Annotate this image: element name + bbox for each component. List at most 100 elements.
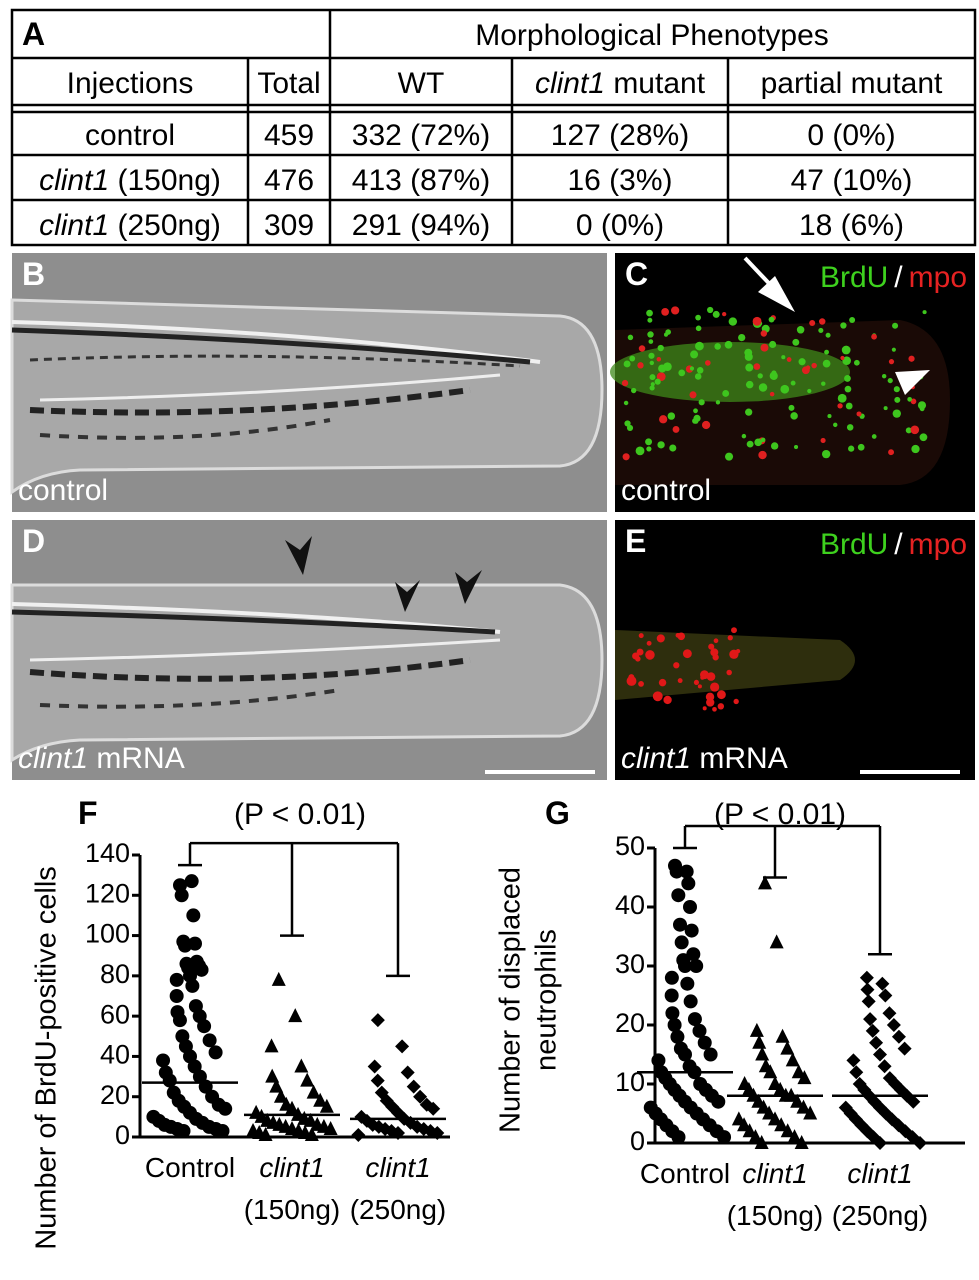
- cell-dot: [626, 424, 634, 431]
- dot: [208, 1045, 223, 1060]
- dot: [162, 1073, 177, 1088]
- dot: [787, 1129, 802, 1144]
- column-header-part: mutant: [605, 67, 706, 100]
- cell-dot: [678, 369, 686, 377]
- table-cell-italic: clint1: [39, 209, 109, 242]
- cell-dot: [844, 385, 852, 393]
- cell-dot: [733, 698, 739, 705]
- cell-dot: [726, 669, 732, 676]
- table-cell: 47 (10%): [791, 164, 913, 197]
- cell-dot: [630, 387, 637, 394]
- dot: [797, 1070, 812, 1085]
- cell-dot: [738, 333, 746, 342]
- x-tick-label-italic: clint1: [847, 1158, 912, 1189]
- y-tick-label: 40: [100, 1040, 130, 1070]
- dot: [185, 978, 200, 993]
- cell-dot: [728, 317, 738, 326]
- cell-dot: [908, 355, 915, 362]
- dot: [875, 976, 890, 991]
- column-header: Injections: [67, 67, 194, 100]
- cell-dot: [715, 400, 721, 405]
- y-tick-label: 40: [615, 890, 645, 920]
- cell-dot: [827, 414, 832, 419]
- dot: [664, 988, 679, 1003]
- cell-dot: [706, 698, 715, 707]
- table-frame: [10, 8, 977, 247]
- dot: [265, 1068, 280, 1083]
- cell-dot: [892, 322, 899, 329]
- dot: [665, 1006, 680, 1021]
- cell-dot: [650, 382, 655, 387]
- cell-dot: [638, 345, 646, 352]
- cell-dot: [919, 433, 928, 442]
- cell-dot: [892, 409, 901, 418]
- annotation: (P < 0.01): [234, 798, 366, 831]
- dot: [684, 923, 699, 938]
- cell-dot: [888, 449, 895, 456]
- cell-dot: [712, 310, 720, 318]
- cell-dot: [623, 400, 629, 406]
- x-tick-label: Control: [145, 1152, 235, 1183]
- dot: [742, 1123, 757, 1138]
- dot: [197, 1019, 212, 1034]
- table-cell: 291 (94%): [352, 209, 490, 242]
- cell-dot: [805, 365, 811, 370]
- dot: [861, 994, 876, 1009]
- dot: [711, 1094, 726, 1109]
- y-axis-title: neutrophils: [531, 929, 563, 1071]
- table-cell: 16 (3%): [567, 164, 672, 197]
- dot: [351, 1127, 366, 1142]
- cell-dot: [752, 316, 762, 326]
- cell-dot: [788, 404, 795, 411]
- cell-dot: [883, 406, 888, 411]
- cell-dot: [894, 396, 901, 403]
- cell-dot: [671, 306, 680, 315]
- cell-dot: [837, 393, 847, 403]
- dot: [697, 1035, 712, 1050]
- cell-dot: [760, 330, 768, 337]
- panel-caption-italic: clint1: [621, 742, 691, 775]
- dot: [683, 900, 697, 914]
- dot: [763, 1064, 778, 1079]
- dot: [194, 962, 209, 977]
- cell-dot: [649, 360, 655, 366]
- dot: [313, 1092, 328, 1107]
- y-tick-label: 100: [85, 919, 130, 949]
- dot: [692, 1023, 707, 1038]
- cell-dot: [905, 427, 912, 434]
- cell-dot: [677, 678, 683, 684]
- dot: [689, 959, 704, 973]
- dot: [370, 1013, 385, 1028]
- cell-dot: [753, 363, 761, 370]
- cell-dot: [724, 340, 733, 349]
- cell-dot: [672, 425, 680, 433]
- cell-dot: [796, 326, 805, 334]
- dot: [680, 976, 695, 991]
- dot: [671, 888, 686, 903]
- dot: [202, 1033, 217, 1048]
- x-tick-label: clint1 (250ng): [350, 1152, 447, 1225]
- y-axis-title: Number of displaced: [495, 867, 527, 1133]
- cell-dot: [669, 444, 677, 452]
- panel-caption-italic: clint1: [18, 742, 88, 775]
- dot: [269, 1078, 284, 1093]
- cell-dot: [638, 633, 644, 639]
- panel-label: D: [22, 523, 45, 559]
- cell-dot: [710, 682, 720, 692]
- dot: [413, 1089, 428, 1104]
- cell-dot: [623, 360, 631, 368]
- dot: [169, 972, 184, 987]
- dot: [306, 1084, 321, 1099]
- cell-dot: [702, 706, 707, 711]
- table-cell: 0 (0%): [807, 119, 895, 152]
- cell-dot: [744, 352, 753, 361]
- column-header: WT: [398, 67, 445, 100]
- cell-dot: [627, 334, 634, 341]
- cell-dot: [695, 314, 701, 321]
- cell-dot: [717, 690, 726, 700]
- dot: [271, 971, 286, 986]
- cell-dot: [746, 440, 754, 448]
- cell-dot: [845, 402, 853, 410]
- dot: [288, 1008, 303, 1023]
- cell-dot: [790, 412, 798, 420]
